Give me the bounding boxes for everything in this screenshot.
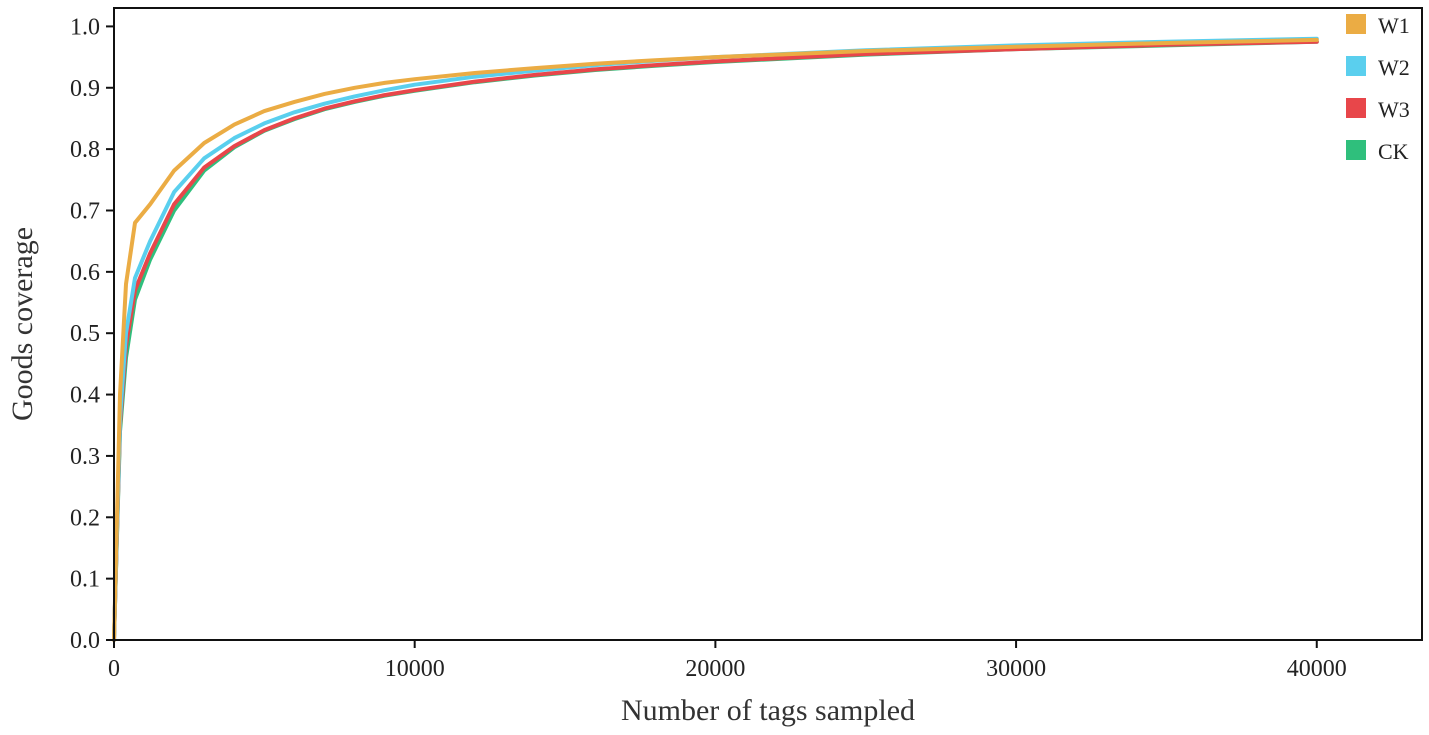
legend-swatch-w2: [1346, 56, 1366, 76]
x-tick-label: 40000: [1287, 656, 1347, 682]
legend-swatch-w1: [1346, 14, 1366, 34]
legend: W1 W2 W3 CK: [1346, 13, 1410, 164]
x-tick-label: 10000: [385, 656, 445, 682]
y-tick-label: 0.5: [70, 321, 100, 347]
legend-label-w3: W3: [1378, 97, 1410, 122]
legend-swatch-ck: [1346, 140, 1366, 160]
y-tick-label: 1.0: [70, 14, 100, 40]
y-tick-label: 0.3: [70, 444, 100, 470]
series-line-w1: [112, 37, 1319, 642]
series-line-w2: [112, 36, 1319, 642]
legend-label-w2: W2: [1378, 55, 1410, 80]
y-tick-label: 0.2: [70, 505, 100, 531]
x-tick-label: 0: [108, 656, 120, 682]
x-tick-label: 20000: [685, 656, 745, 682]
axis-layer: 0.0 0.1 0.2 0.3 0.4 0.5 0.6 0.7 0.8 0.9 1.0 0 10000 2…: [70, 14, 1347, 682]
plot-frame: [113, 7, 1423, 641]
y-tick-label: 0.4: [70, 383, 100, 409]
x-tick-label: 30000: [986, 656, 1046, 682]
y-tick-label: 0.6: [70, 260, 100, 286]
y-tick-label: 0.8: [70, 137, 100, 163]
legend-label-w1: W1: [1378, 13, 1410, 38]
series-line-ck: [112, 39, 1319, 642]
series-line-w3: [112, 39, 1319, 642]
y-axis-title: Goods coverage: [6, 227, 39, 421]
y-tick-label: 0.7: [70, 198, 100, 224]
y-tick-label: 0.9: [70, 76, 100, 102]
series-layer: [112, 36, 1319, 642]
legend-swatch-w3: [1346, 98, 1366, 118]
y-tick-label: 0.1: [70, 567, 100, 593]
legend-label-ck: CK: [1378, 139, 1409, 164]
y-tick-label: 0.0: [70, 628, 100, 654]
x-axis-title: Number of tags sampled: [621, 694, 915, 727]
